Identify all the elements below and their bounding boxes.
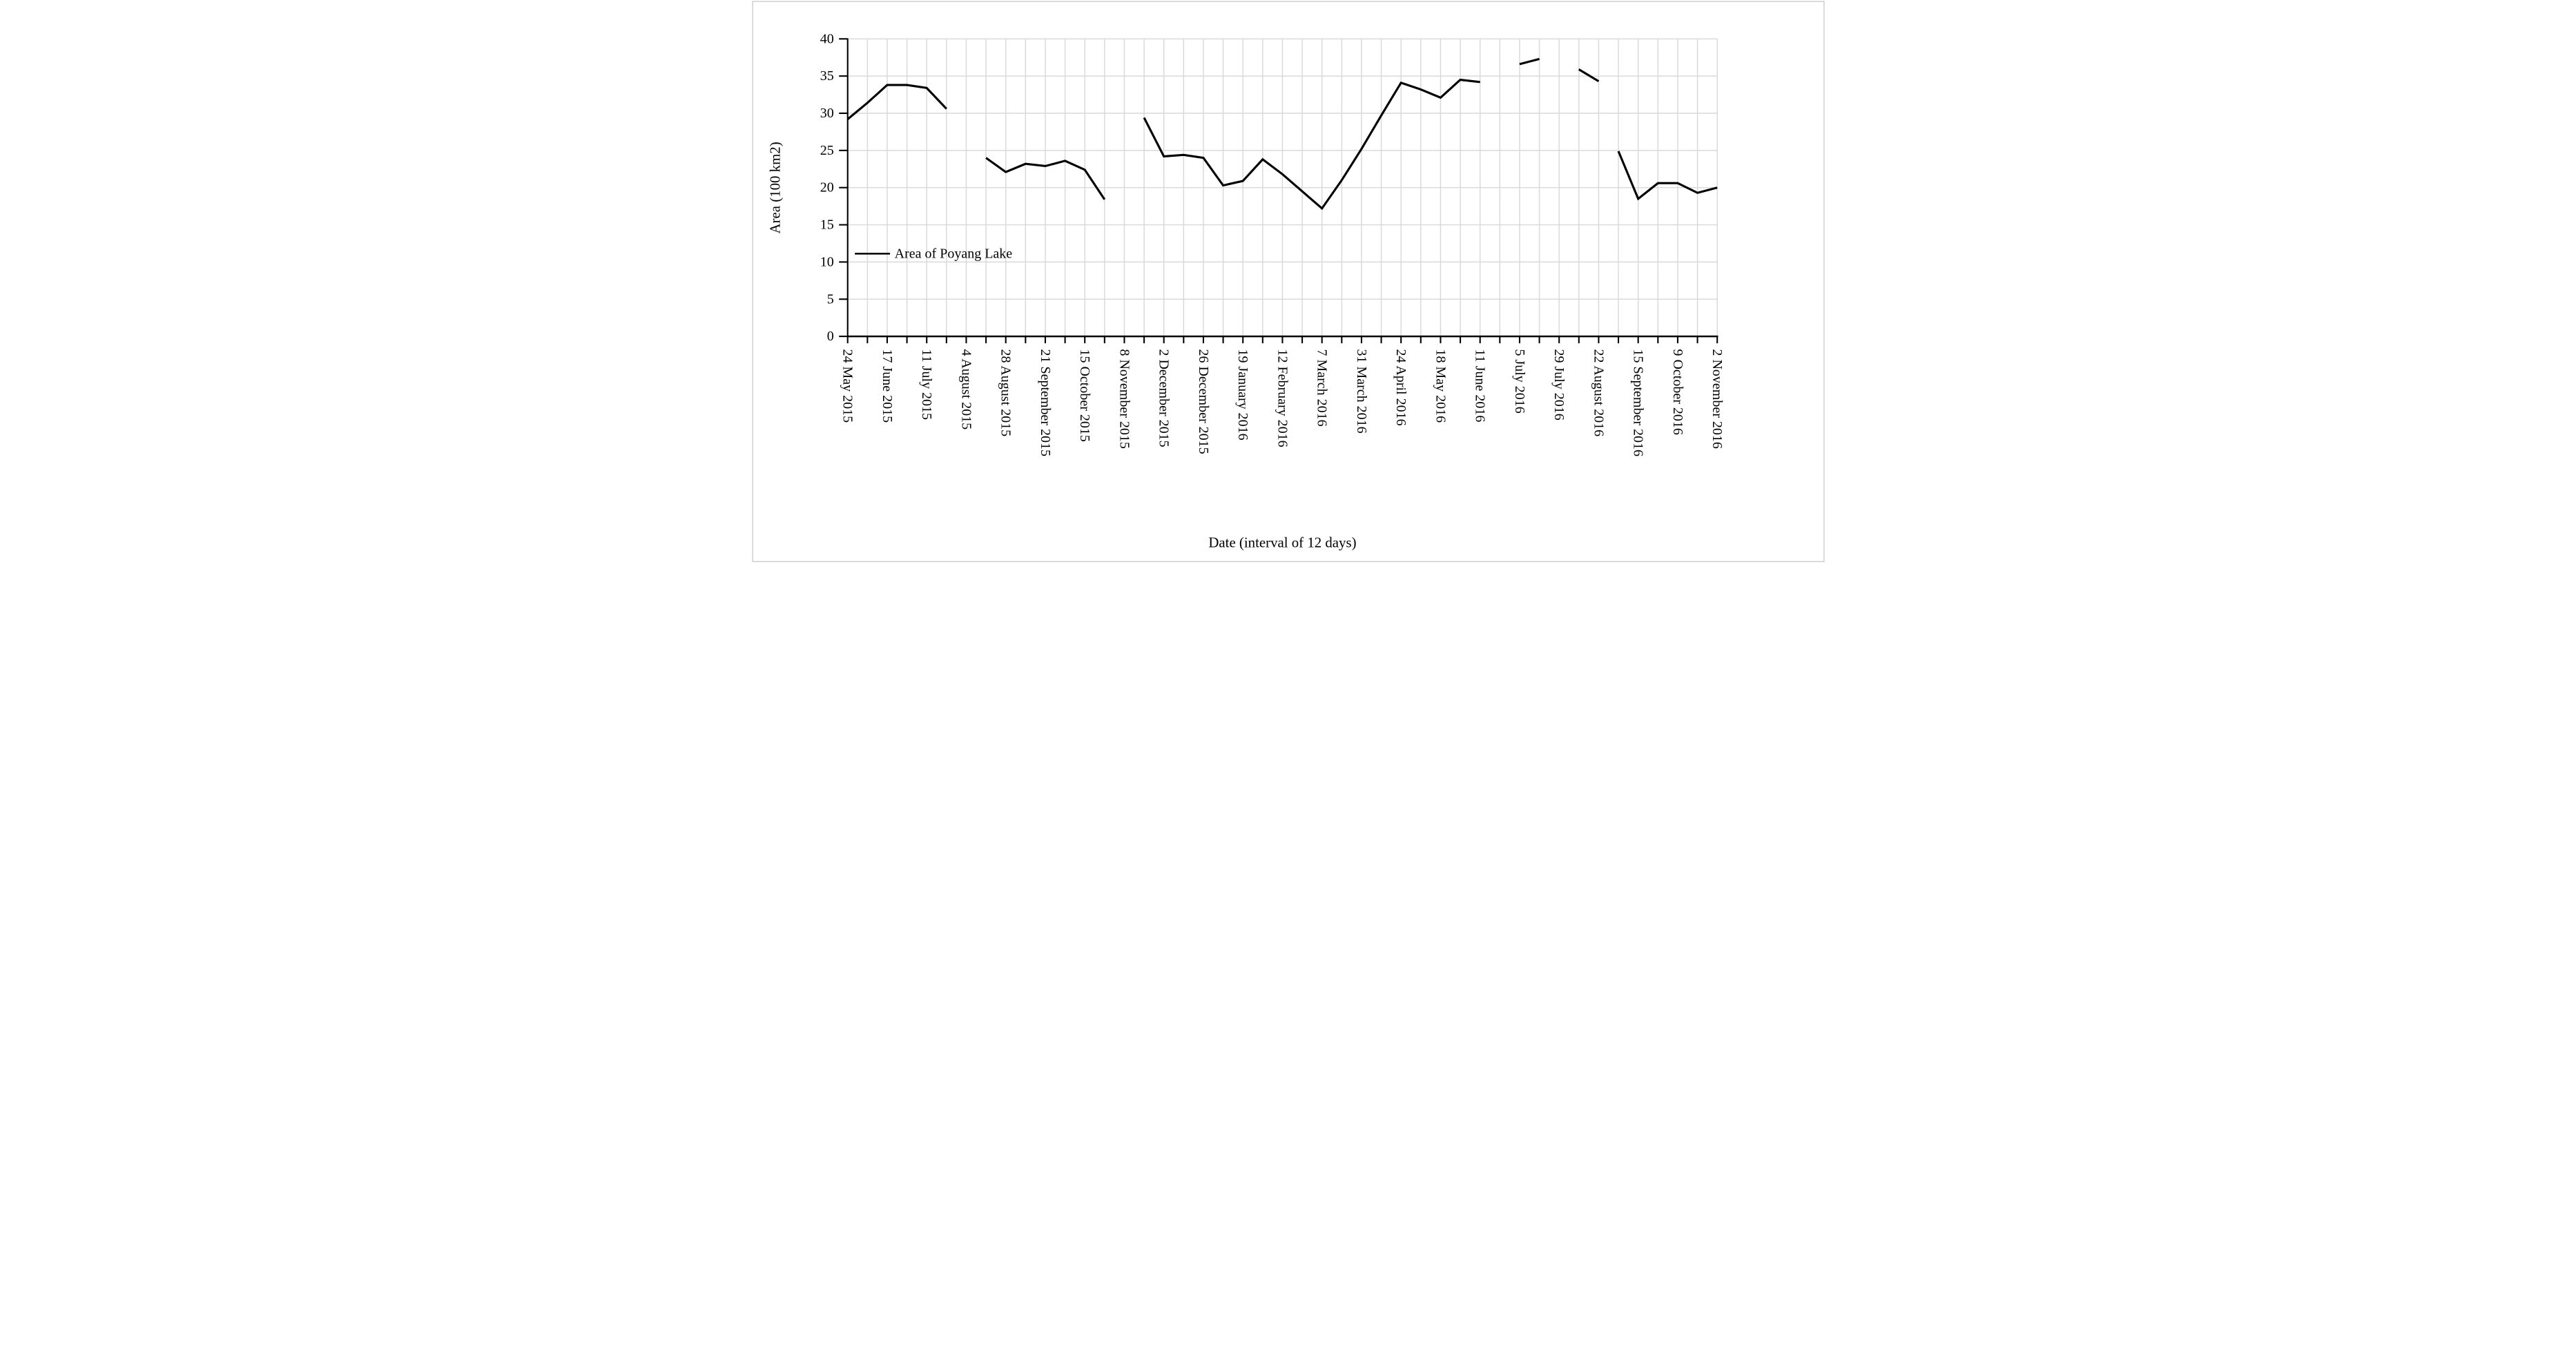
x-tick-label: 28 August 2015 — [998, 349, 1013, 436]
x-tick-label: 19 January 2016 — [1235, 349, 1250, 440]
y-tick-label: 15 — [820, 218, 833, 233]
poyang-lake-area-line-chart: 0 5 10 15 20 25 30 35 40 24 May 2015 17 June 2015 1… — [750, 0, 1826, 563]
x-tick-label: 22 August 2016 — [1591, 349, 1606, 436]
series-layer — [846, 57, 1718, 211]
series-line-segment — [1578, 68, 1599, 83]
figure-container: 0 5 10 15 20 25 30 35 40 24 May 2015 17 June 2015 1… — [750, 0, 1826, 563]
x-tick-label: 8 November 2015 — [1116, 349, 1132, 448]
x-tick-label: 2 November 2016 — [1710, 349, 1725, 448]
y-tick-label: 10 — [820, 254, 833, 269]
series-line-segment — [1143, 78, 1480, 211]
x-tick-label: 7 March 2016 — [1314, 349, 1329, 426]
y-tick-label: 20 — [820, 180, 833, 195]
x-tick-label: 18 May 2016 — [1433, 349, 1448, 423]
tick-labels-layer: 0 5 10 15 20 25 30 35 40 24 May 2015 17 June 2015 1… — [820, 31, 1724, 456]
x-tick-label: 17 June 2015 — [879, 349, 894, 423]
x-tick-label: 12 February 2016 — [1275, 349, 1290, 447]
series-line-segment — [985, 157, 1105, 200]
x-tick-label: 9 October 2016 — [1669, 349, 1685, 434]
y-axis-title: Area (100 km2) — [766, 142, 783, 233]
series-line-segment — [1519, 57, 1540, 66]
x-tick-label: 15 October 2015 — [1077, 349, 1092, 441]
figure-border — [751, 1, 1825, 562]
legend: Area of Poyang Lake — [854, 246, 1012, 261]
x-tick-label: 2 December 2015 — [1156, 349, 1171, 447]
x-tick-label: 15 September 2016 — [1630, 349, 1645, 456]
series-line-segment — [846, 84, 947, 120]
x-tick-label: 31 March 2016 — [1353, 349, 1368, 433]
axes-layer — [838, 38, 1718, 344]
x-tick-label: 4 August 2015 — [958, 349, 974, 430]
y-tick-label: 40 — [820, 31, 833, 46]
y-tick-label: 25 — [820, 143, 833, 158]
series-line-segment — [1617, 151, 1718, 201]
x-tick-label: 24 April 2016 — [1393, 349, 1408, 425]
x-tick-label: 29 July 2016 — [1551, 349, 1567, 420]
y-tick-label: 5 — [826, 291, 833, 307]
x-tick-label: 11 June 2016 — [1472, 349, 1487, 422]
x-tick-label: 5 July 2016 — [1511, 349, 1527, 413]
x-tick-label: 11 July 2015 — [919, 349, 934, 420]
y-tick-label: 0 — [826, 329, 833, 344]
x-tick-label: 21 September 2015 — [1037, 349, 1052, 456]
y-tick-label: 30 — [820, 106, 833, 121]
gridlines-layer — [847, 38, 1718, 337]
x-tick-label: 24 May 2015 — [840, 349, 855, 423]
legend-label: Area of Poyang Lake — [894, 246, 1012, 261]
x-axis-title: Date (interval of 12 days) — [1208, 534, 1356, 550]
x-tick-label: 26 December 2015 — [1195, 349, 1210, 454]
y-tick-label: 35 — [820, 68, 833, 84]
